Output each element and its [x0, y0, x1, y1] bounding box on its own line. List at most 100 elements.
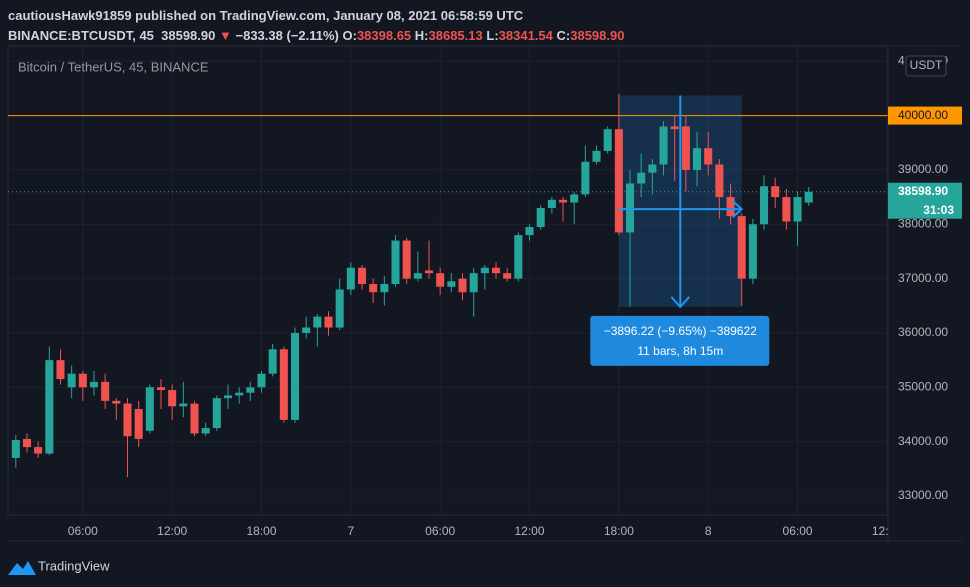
candle-body — [447, 281, 456, 287]
candle-body — [223, 395, 233, 399]
candle-body — [391, 240, 400, 285]
candle-body — [737, 216, 746, 279]
measure-label-box — [590, 315, 770, 366]
last: 38598.90 — [161, 28, 216, 43]
candle-body — [715, 164, 724, 198]
measure-label: −3896.22 (−9.65%) −389622 — [604, 324, 757, 338]
candle-body — [302, 327, 311, 333]
l-label: L: — [486, 28, 499, 43]
level-label-box — [888, 106, 962, 125]
candle-body — [101, 381, 110, 401]
candle-body — [257, 373, 266, 388]
candle-body — [804, 191, 813, 203]
ohlc-line: BINANCE:BTCUSDT, 45 38598.90 ▼ −833.38 (… — [8, 26, 624, 46]
candle-body — [681, 126, 690, 170]
candle-body — [290, 332, 300, 420]
candle-body — [112, 400, 121, 404]
candle-body — [123, 403, 132, 437]
candle-body — [626, 183, 635, 233]
o-label: O: — [342, 28, 357, 43]
currency-label: USDT — [910, 58, 943, 72]
candle-body — [536, 207, 545, 227]
x-tick-label: 12:00 — [157, 524, 187, 538]
candle-body — [78, 373, 87, 388]
candle-body — [760, 186, 769, 225]
candle-body — [670, 126, 679, 130]
candle-body — [514, 235, 523, 279]
measure-arrow-head — [670, 296, 691, 309]
candle-body — [212, 398, 221, 429]
candle-body — [614, 129, 623, 233]
candle-body — [592, 150, 601, 162]
candle-body — [324, 316, 333, 328]
symbol: BINANCE:BTCUSDT, 45 — [8, 28, 154, 43]
candle-body — [145, 387, 154, 431]
y-tick-label: 38000.00 — [898, 216, 948, 230]
h-label: H: — [414, 28, 429, 43]
candle-body — [369, 284, 378, 293]
candle-body — [570, 194, 579, 203]
candle-body — [559, 199, 568, 203]
x-tick-label: 06:00 — [783, 524, 813, 538]
c-label: C: — [556, 28, 571, 43]
candle-body — [748, 224, 757, 279]
y-tick-label: 34000.00 — [898, 434, 948, 448]
candle-body — [268, 349, 277, 374]
x-tick-label: 12:00 — [515, 524, 545, 538]
chart-title: Bitcoin / TetherUS, 45, BINANCE — [18, 59, 209, 74]
candle-body — [156, 387, 166, 391]
candle-body — [581, 161, 590, 195]
x-tick-label: 18:00 — [604, 524, 634, 538]
candle-body — [346, 267, 355, 290]
candle-body — [436, 273, 445, 287]
countdown-label: 31:03 — [923, 203, 954, 217]
candle-body — [235, 392, 244, 396]
candle-body — [190, 403, 199, 434]
candle-body — [469, 273, 478, 293]
candle-body — [782, 197, 791, 222]
candle-body — [89, 381, 99, 388]
x-tick-label: 06:00 — [68, 524, 98, 538]
measure-arrow-head — [732, 200, 744, 218]
y-tick-label: 33000.00 — [898, 488, 948, 502]
candle-body — [313, 316, 322, 328]
candle-body — [659, 126, 668, 165]
level-label: 40000.00 — [898, 108, 948, 122]
price-axis — [888, 46, 970, 541]
direction: ▼ — [219, 28, 232, 43]
candle-body — [637, 172, 646, 184]
candle-body — [603, 129, 612, 151]
candle-body — [413, 273, 422, 279]
candle-body — [503, 273, 512, 279]
h: 38685.13 — [428, 28, 483, 43]
candle-body — [458, 278, 467, 293]
currency-button — [905, 55, 947, 77]
candle-body — [525, 226, 534, 236]
candle-body — [168, 390, 177, 407]
c: 38598.90 — [570, 28, 625, 43]
l: 38341.54 — [498, 28, 553, 43]
candle-body — [726, 197, 735, 217]
o: 38398.65 — [356, 28, 412, 43]
published: cautiousHawk91859 published on TradingVi… — [8, 8, 524, 23]
candle-body — [793, 197, 802, 222]
x-tick-label: 06:00 — [425, 524, 455, 538]
candle-body — [771, 186, 780, 198]
candle-body — [648, 164, 657, 173]
change: −833.38 (−2.11%) — [235, 28, 339, 43]
candle-body — [22, 438, 32, 448]
x-tick-label: 18:00 — [246, 524, 276, 538]
candle-body — [34, 447, 43, 454]
y-tick-label: 39000.00 — [898, 162, 948, 176]
candle-body — [134, 409, 143, 439]
candle-body — [693, 148, 702, 170]
candle-body — [279, 349, 288, 420]
candle-body — [11, 440, 20, 458]
x-tick-label: 8 — [705, 524, 712, 538]
last-price-box — [888, 182, 962, 219]
brand: TradingView — [38, 558, 110, 573]
candle-body — [67, 373, 76, 388]
x-tick-label: 7 — [347, 524, 354, 538]
